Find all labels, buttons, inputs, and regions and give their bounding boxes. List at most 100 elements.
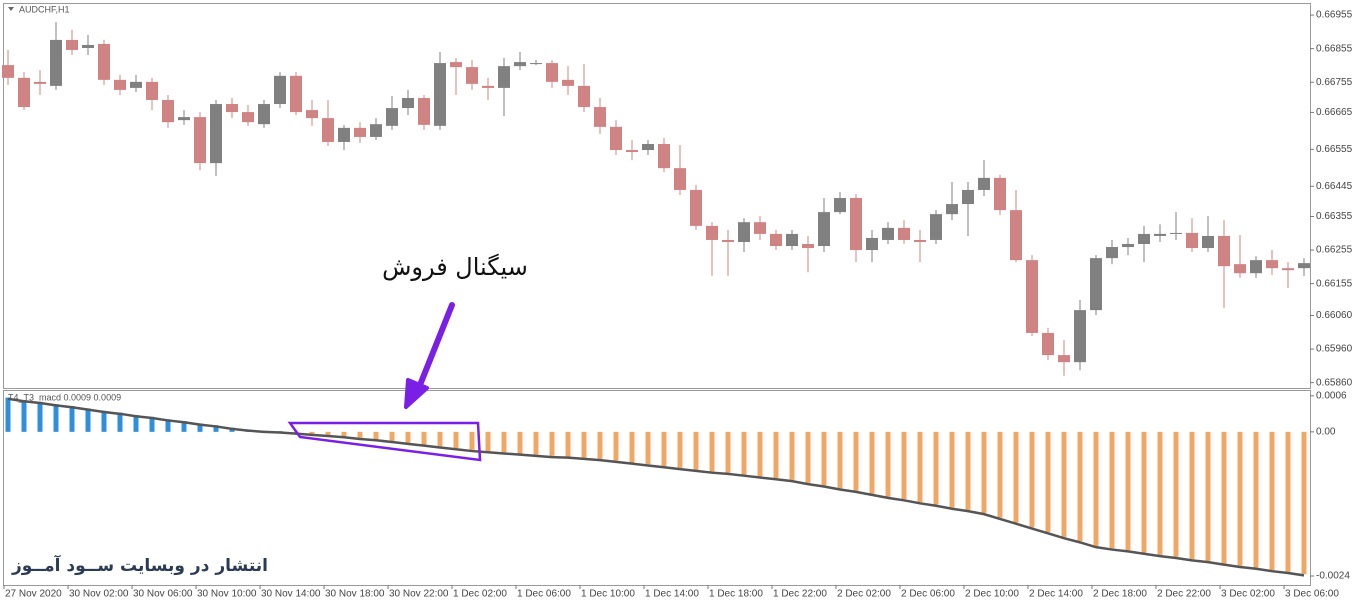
candle-body — [786, 233, 798, 247]
x-tick-label: 1 Dec 22:00 — [773, 589, 827, 600]
histogram-bar — [1109, 431, 1115, 549]
histogram-bar — [725, 431, 731, 473]
histogram-bar — [885, 431, 891, 497]
histogram-bar — [533, 431, 539, 455]
candle-body — [1218, 235, 1230, 267]
y-tick-label: 0.66445 — [1316, 181, 1353, 192]
x-tick-label: 1 Dec 10:00 — [581, 589, 635, 600]
candle-body — [226, 104, 238, 113]
histogram-bar — [5, 397, 11, 432]
x-tick-label: 30 Nov 06:00 — [133, 589, 193, 600]
candle-body — [194, 117, 206, 164]
histogram-bar — [1061, 431, 1067, 537]
candle-body — [1090, 258, 1102, 311]
candle-body — [738, 222, 750, 242]
candle-body — [578, 85, 590, 108]
candle-body — [338, 127, 350, 142]
candle-body — [530, 63, 542, 65]
histogram-bar — [917, 431, 923, 503]
histogram-bar — [981, 431, 987, 513]
candle-body — [1106, 247, 1118, 259]
candle-body — [434, 63, 446, 126]
histogram-bar — [341, 431, 347, 437]
histogram-bar — [1157, 431, 1163, 555]
macd-panel — [3, 390, 1311, 586]
x-tick-label: 2 Dec 18:00 — [1093, 589, 1147, 600]
histogram-bar — [165, 419, 171, 432]
candle-body — [674, 168, 686, 190]
x-tick-label: 30 Nov 18:00 — [325, 589, 385, 600]
histogram-bar — [1173, 431, 1179, 557]
candle-body — [1250, 260, 1262, 274]
candle-body — [98, 43, 110, 80]
histogram-bar — [101, 410, 107, 432]
candle-body — [1010, 210, 1022, 261]
histogram-bar — [821, 431, 827, 486]
candle-body — [290, 75, 302, 113]
histogram-bar — [21, 400, 27, 432]
candle-body — [34, 81, 46, 84]
y-tick-label: 0.66755 — [1316, 77, 1353, 88]
x-tick-label: 1 Dec 18:00 — [709, 589, 763, 600]
candle-body — [178, 117, 190, 121]
histogram-bar — [805, 431, 811, 483]
y-tick-label: 0.0006 — [1316, 390, 1347, 401]
histogram-bar — [1269, 431, 1275, 570]
x-tick-label: 1 Dec 02:00 — [453, 589, 507, 600]
histogram-bar — [421, 431, 427, 445]
candle-body — [482, 85, 494, 88]
y-tick-label: 0.65860 — [1316, 377, 1353, 388]
candle-body — [1266, 260, 1278, 269]
candle-body — [306, 110, 318, 119]
candle-body — [1282, 268, 1294, 271]
candle-body — [1202, 235, 1214, 249]
candle-body — [1074, 310, 1086, 363]
histogram-bar — [357, 431, 363, 438]
menu-icon — [8, 7, 14, 11]
histogram-bar — [405, 431, 411, 443]
histogram-bar — [117, 412, 123, 432]
y-tick-label: 0.66955 — [1316, 10, 1353, 21]
histogram-bar — [645, 431, 651, 465]
histogram-bar — [325, 431, 331, 435]
histogram-bar — [789, 431, 795, 480]
candle-body — [898, 227, 910, 240]
candle-body — [210, 104, 222, 164]
y-tick-label: 0.66665 — [1316, 107, 1353, 118]
candle-body — [1154, 233, 1166, 236]
histogram-bar — [517, 431, 523, 454]
histogram-bar — [181, 421, 187, 432]
histogram-bar — [1189, 431, 1195, 560]
candle-body — [50, 39, 62, 86]
candle-body — [642, 143, 654, 151]
histogram-bar — [1237, 431, 1243, 566]
x-tick-label: 30 Nov 14:00 — [261, 589, 321, 600]
candle-body — [1186, 232, 1198, 249]
x-tick-label: 30 Nov 22:00 — [389, 589, 449, 600]
candle-body — [850, 198, 862, 251]
candle-body — [658, 143, 670, 169]
candle-body — [18, 77, 30, 108]
y-tick-label: 0.66555 — [1316, 144, 1353, 155]
histogram-bar — [597, 431, 603, 459]
histogram-bar — [37, 401, 43, 432]
histogram-bar — [837, 431, 843, 489]
histogram-bar — [149, 416, 155, 432]
candle-body — [1026, 260, 1038, 333]
arrow-shaft — [415, 302, 455, 393]
candle-body — [162, 100, 174, 123]
histogram-bar — [469, 431, 475, 450]
histogram-bar — [997, 431, 1003, 518]
histogram-bar — [197, 423, 203, 432]
candle-body — [834, 198, 846, 213]
highlight-box — [287, 421, 482, 462]
candle-body — [1122, 244, 1134, 248]
histogram-bar — [133, 415, 139, 432]
y-tick-label: -0.0024 — [1316, 571, 1350, 582]
candle-body — [370, 124, 382, 137]
histogram-bar — [757, 431, 763, 477]
candle-body — [418, 97, 430, 125]
histogram-bar — [1093, 431, 1099, 546]
candle-body — [706, 225, 718, 240]
